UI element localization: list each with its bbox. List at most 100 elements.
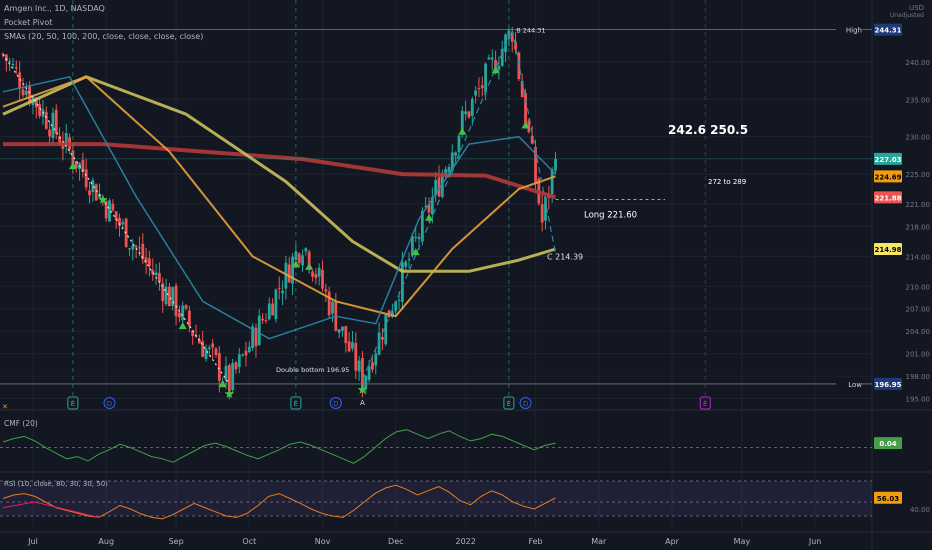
candle-body xyxy=(457,135,461,153)
candle-body xyxy=(297,253,301,264)
candle-body xyxy=(460,111,464,132)
pocket-pivot-marker xyxy=(68,162,77,170)
candle-body xyxy=(554,158,557,171)
cmf-value-label: 0.04 xyxy=(879,440,896,448)
dividend-badge xyxy=(103,397,116,409)
candle-body xyxy=(420,210,424,242)
price-tag-box xyxy=(874,170,902,183)
dividend-badge-label: D xyxy=(523,400,528,408)
candle-body xyxy=(217,353,221,381)
dividend-badge-label: D xyxy=(333,400,338,408)
dividend-badge xyxy=(329,397,342,409)
candle-body xyxy=(44,111,48,129)
x-tick-label: Mar xyxy=(591,537,607,546)
candle-body xyxy=(171,287,175,306)
cmf-title: CMF (20) xyxy=(4,419,38,428)
candle-body xyxy=(344,326,348,344)
candle-body xyxy=(430,197,434,215)
x-tick-label: 2022 xyxy=(455,537,475,546)
candle-body xyxy=(154,272,158,276)
price-tag-value: 227.03 xyxy=(874,156,901,164)
candle-body xyxy=(1,53,5,55)
y-tick-label: 201.00 xyxy=(906,351,931,359)
y-tick-label: 240.00 xyxy=(906,59,931,67)
pocket-pivot-marker xyxy=(521,121,530,129)
y-tick-label: 204.00 xyxy=(906,328,931,336)
candle-body xyxy=(271,303,274,316)
candle-body xyxy=(91,180,95,193)
candle-body xyxy=(317,267,321,277)
bc-projection-line xyxy=(511,29,557,254)
candle-body xyxy=(54,109,58,134)
y-tick-label: 225.00 xyxy=(906,171,931,179)
indicator-smas: SMAs (20, 50, 100, 200, close, close, cl… xyxy=(4,32,204,41)
candle-body xyxy=(294,251,298,260)
y-tick-label: 214.00 xyxy=(906,253,931,261)
candle-body xyxy=(497,66,501,70)
downtrend-line xyxy=(2,54,230,385)
candle-body xyxy=(397,299,401,301)
dividend-badge xyxy=(519,397,532,409)
candle-body xyxy=(241,354,245,356)
candle-body xyxy=(444,169,448,177)
candle-body xyxy=(351,342,354,349)
candle-body xyxy=(447,167,451,173)
y-tick-label: 235.00 xyxy=(906,96,931,104)
candle-body xyxy=(504,34,507,52)
annotation-long: Long 221.60 xyxy=(584,211,637,221)
candle-body xyxy=(257,315,261,346)
price-tag-box xyxy=(874,191,902,204)
price-tag: 224.69 xyxy=(874,170,902,183)
x-tick-label: Feb xyxy=(528,537,542,546)
annotation-targets: 242.6 250.5 xyxy=(668,123,748,137)
candle-body xyxy=(484,63,487,93)
candle-body xyxy=(207,347,211,349)
x-tick-label: Aug xyxy=(98,537,114,546)
price-tag: High 244.31 xyxy=(836,23,902,36)
currency-label[interactable]: USD Unadjusted xyxy=(890,4,924,19)
grid-lines xyxy=(0,0,872,530)
candle-body xyxy=(311,271,314,277)
pocket-pivot-marker xyxy=(291,260,300,268)
pocket-pivot-marker xyxy=(178,322,187,330)
star-marker xyxy=(98,194,108,204)
candle-body xyxy=(454,152,458,156)
adjustment-mode: Unadjusted xyxy=(889,12,924,19)
candle-body xyxy=(464,111,468,115)
candle-body xyxy=(104,201,108,219)
x-tick-label: May xyxy=(734,537,751,546)
candle-body xyxy=(367,366,371,380)
candle-body xyxy=(410,236,414,256)
candle-body xyxy=(211,343,215,348)
candle-body xyxy=(244,350,248,356)
candle-body xyxy=(274,289,278,320)
candle-body xyxy=(381,336,384,340)
candle-body xyxy=(138,247,141,249)
candle-body xyxy=(517,52,521,80)
candle-body xyxy=(327,291,331,316)
star-marker xyxy=(224,388,235,398)
candle-body xyxy=(247,346,251,353)
x-tick-label: Jun xyxy=(808,537,822,546)
y-tick-label: 210.00 xyxy=(906,283,931,291)
candle-body xyxy=(440,174,444,197)
x-tick-label: Dec xyxy=(388,537,403,546)
candle-body xyxy=(131,245,135,250)
candle-body xyxy=(51,112,55,139)
candle-body xyxy=(301,255,304,266)
candle-body xyxy=(231,362,235,390)
candle-body xyxy=(514,41,517,50)
candle-body xyxy=(394,301,398,312)
price-tag-box xyxy=(874,152,902,165)
candle-body xyxy=(161,283,165,302)
x-tick-label: Apr xyxy=(665,537,680,546)
currency-code: USD xyxy=(909,4,924,12)
pocket-pivot-marker xyxy=(425,213,434,221)
candle-body xyxy=(417,237,421,239)
candle-body xyxy=(251,326,255,349)
sma50-line xyxy=(2,75,556,318)
candle-body xyxy=(404,261,408,267)
candle-body xyxy=(74,160,78,169)
rsi-title: RSI (10, close, 80, 30, 30, 50) xyxy=(4,480,108,488)
